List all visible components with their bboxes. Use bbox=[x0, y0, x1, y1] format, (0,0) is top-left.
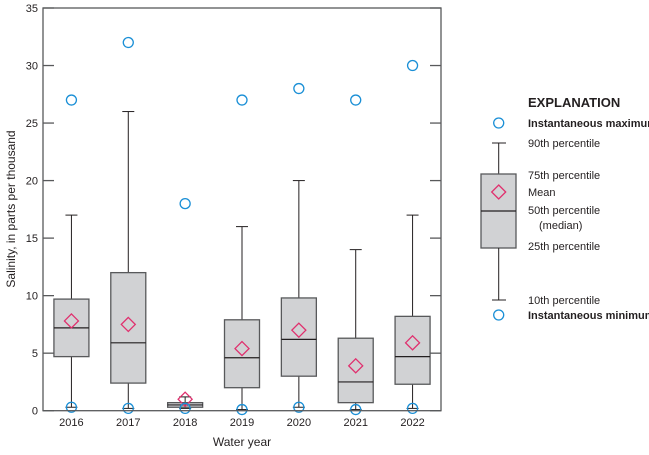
max-circle bbox=[236, 94, 248, 106]
y-tick-label: 0 bbox=[32, 406, 38, 418]
y-tick-label: 15 bbox=[26, 233, 38, 245]
y-axis: 0 5 10 15 20 25 30 35 bbox=[26, 3, 441, 418]
x-tick-label: 2019 bbox=[230, 417, 254, 429]
max-circle bbox=[179, 197, 191, 210]
legend: EXPLANATION Instantaneous maximum 90th p… bbox=[480, 95, 649, 322]
mean-diamond bbox=[234, 340, 250, 357]
mean-diamond bbox=[120, 316, 137, 333]
y-tick-label: 20 bbox=[26, 176, 38, 188]
min-circle bbox=[293, 401, 305, 413]
x-tick-label: 2018 bbox=[173, 417, 197, 429]
legend-title: EXPLANATION bbox=[528, 95, 620, 110]
max-circle bbox=[122, 36, 134, 49]
box-2022 bbox=[394, 59, 431, 415]
box-2018 bbox=[166, 197, 204, 415]
legend-median-label: 50th percentile bbox=[528, 205, 600, 217]
legend-p10-label: 10th percentile bbox=[528, 295, 600, 307]
plot-frame bbox=[42, 7, 442, 412]
y-tick-label: 35 bbox=[26, 3, 38, 15]
min-circle bbox=[406, 402, 419, 415]
iqr-box bbox=[110, 271, 147, 384]
box-2016 bbox=[53, 94, 90, 413]
max-circle bbox=[65, 94, 78, 106]
y-tick-label: 10 bbox=[26, 291, 38, 303]
iqr-box bbox=[280, 297, 318, 377]
box-2019 bbox=[223, 94, 261, 416]
y-tick-label: 5 bbox=[32, 348, 38, 360]
legend-median-sub: (median) bbox=[539, 220, 582, 232]
boxes bbox=[53, 36, 431, 416]
max-circle bbox=[293, 82, 305, 95]
mean-diamond bbox=[404, 334, 421, 351]
x-tick-label: 2022 bbox=[400, 417, 424, 429]
legend-mean-label: Mean bbox=[528, 187, 556, 199]
y-tick-label: 25 bbox=[26, 118, 38, 130]
y-tick-label: 30 bbox=[26, 61, 38, 73]
legend-mean-diamond bbox=[490, 184, 507, 200]
mean-diamond bbox=[347, 357, 364, 374]
box-2021 bbox=[337, 94, 374, 416]
legend-max-label: Instantaneous maximum bbox=[528, 118, 649, 130]
iqr-box bbox=[337, 337, 374, 404]
mean-diamond bbox=[290, 322, 307, 339]
x-axis-label: Water year bbox=[213, 435, 271, 449]
max-circle bbox=[350, 94, 362, 106]
x-tick-label: 2016 bbox=[59, 417, 83, 429]
min-circle bbox=[65, 401, 78, 413]
min-circle bbox=[122, 402, 134, 415]
mean-diamond bbox=[177, 391, 194, 408]
x-axis: 2016 2017 2018 2019 2020 2021 2022 bbox=[59, 417, 425, 429]
iqr-box bbox=[223, 319, 261, 389]
x-tick-label: 2020 bbox=[287, 417, 311, 429]
legend-min-label: Instantaneous minimum bbox=[528, 310, 649, 322]
min-circle bbox=[350, 403, 362, 416]
box-2017 bbox=[110, 36, 147, 415]
mean-diamond bbox=[63, 313, 80, 329]
min-circle bbox=[179, 402, 191, 415]
box-2020 bbox=[280, 82, 318, 413]
legend-p90-label: 90th percentile bbox=[528, 138, 600, 150]
x-tick-label: 2021 bbox=[343, 417, 367, 429]
legend-q1-label: 25th percentile bbox=[528, 241, 600, 253]
y-axis-label: Salinity, in parts per thousand bbox=[4, 130, 18, 287]
legend-max-circle bbox=[493, 117, 505, 129]
legend-min-circle bbox=[493, 309, 505, 321]
max-circle bbox=[406, 59, 419, 72]
legend-q3-label: 75th percentile bbox=[528, 170, 600, 182]
x-tick-label: 2017 bbox=[116, 417, 140, 429]
min-circle bbox=[236, 403, 248, 416]
